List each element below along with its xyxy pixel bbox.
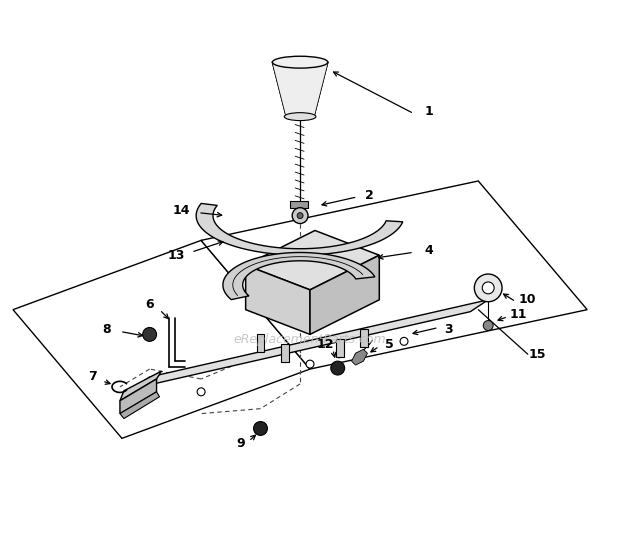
Text: 13: 13 — [167, 249, 185, 262]
Circle shape — [254, 421, 267, 435]
Polygon shape — [246, 265, 310, 335]
Ellipse shape — [272, 56, 328, 68]
Polygon shape — [120, 392, 159, 419]
Polygon shape — [352, 349, 368, 365]
Circle shape — [483, 321, 493, 331]
Polygon shape — [281, 345, 289, 362]
Polygon shape — [196, 204, 403, 255]
Text: 8: 8 — [103, 323, 112, 336]
Polygon shape — [310, 255, 379, 335]
Polygon shape — [360, 330, 368, 347]
Circle shape — [306, 360, 314, 368]
Text: 12: 12 — [316, 338, 334, 351]
Polygon shape — [223, 253, 375, 300]
Text: 1: 1 — [425, 105, 433, 118]
Polygon shape — [132, 300, 488, 389]
Polygon shape — [13, 241, 310, 439]
Text: 4: 4 — [425, 244, 433, 257]
Circle shape — [355, 352, 365, 362]
Circle shape — [482, 282, 494, 294]
Circle shape — [292, 208, 308, 223]
Text: 7: 7 — [88, 371, 97, 383]
Polygon shape — [290, 201, 308, 208]
Circle shape — [197, 388, 205, 396]
Polygon shape — [120, 379, 157, 414]
Circle shape — [474, 274, 502, 302]
Text: 3: 3 — [445, 323, 453, 336]
Text: 15: 15 — [529, 348, 546, 361]
Text: 2: 2 — [365, 189, 374, 202]
Text: eReplacementParts.com: eReplacementParts.com — [234, 333, 386, 346]
Polygon shape — [272, 62, 328, 117]
Polygon shape — [257, 335, 265, 352]
Polygon shape — [201, 181, 587, 369]
Polygon shape — [120, 371, 161, 401]
Text: 5: 5 — [385, 338, 394, 351]
Text: 14: 14 — [172, 204, 190, 217]
Text: 6: 6 — [145, 298, 154, 311]
Text: 9: 9 — [236, 437, 245, 450]
Polygon shape — [246, 231, 379, 290]
Circle shape — [297, 213, 303, 218]
Polygon shape — [336, 340, 343, 357]
Circle shape — [400, 337, 408, 345]
Text: 11: 11 — [509, 308, 526, 321]
Circle shape — [143, 327, 157, 341]
Ellipse shape — [284, 113, 316, 121]
Circle shape — [331, 361, 345, 375]
Text: 10: 10 — [519, 293, 536, 306]
